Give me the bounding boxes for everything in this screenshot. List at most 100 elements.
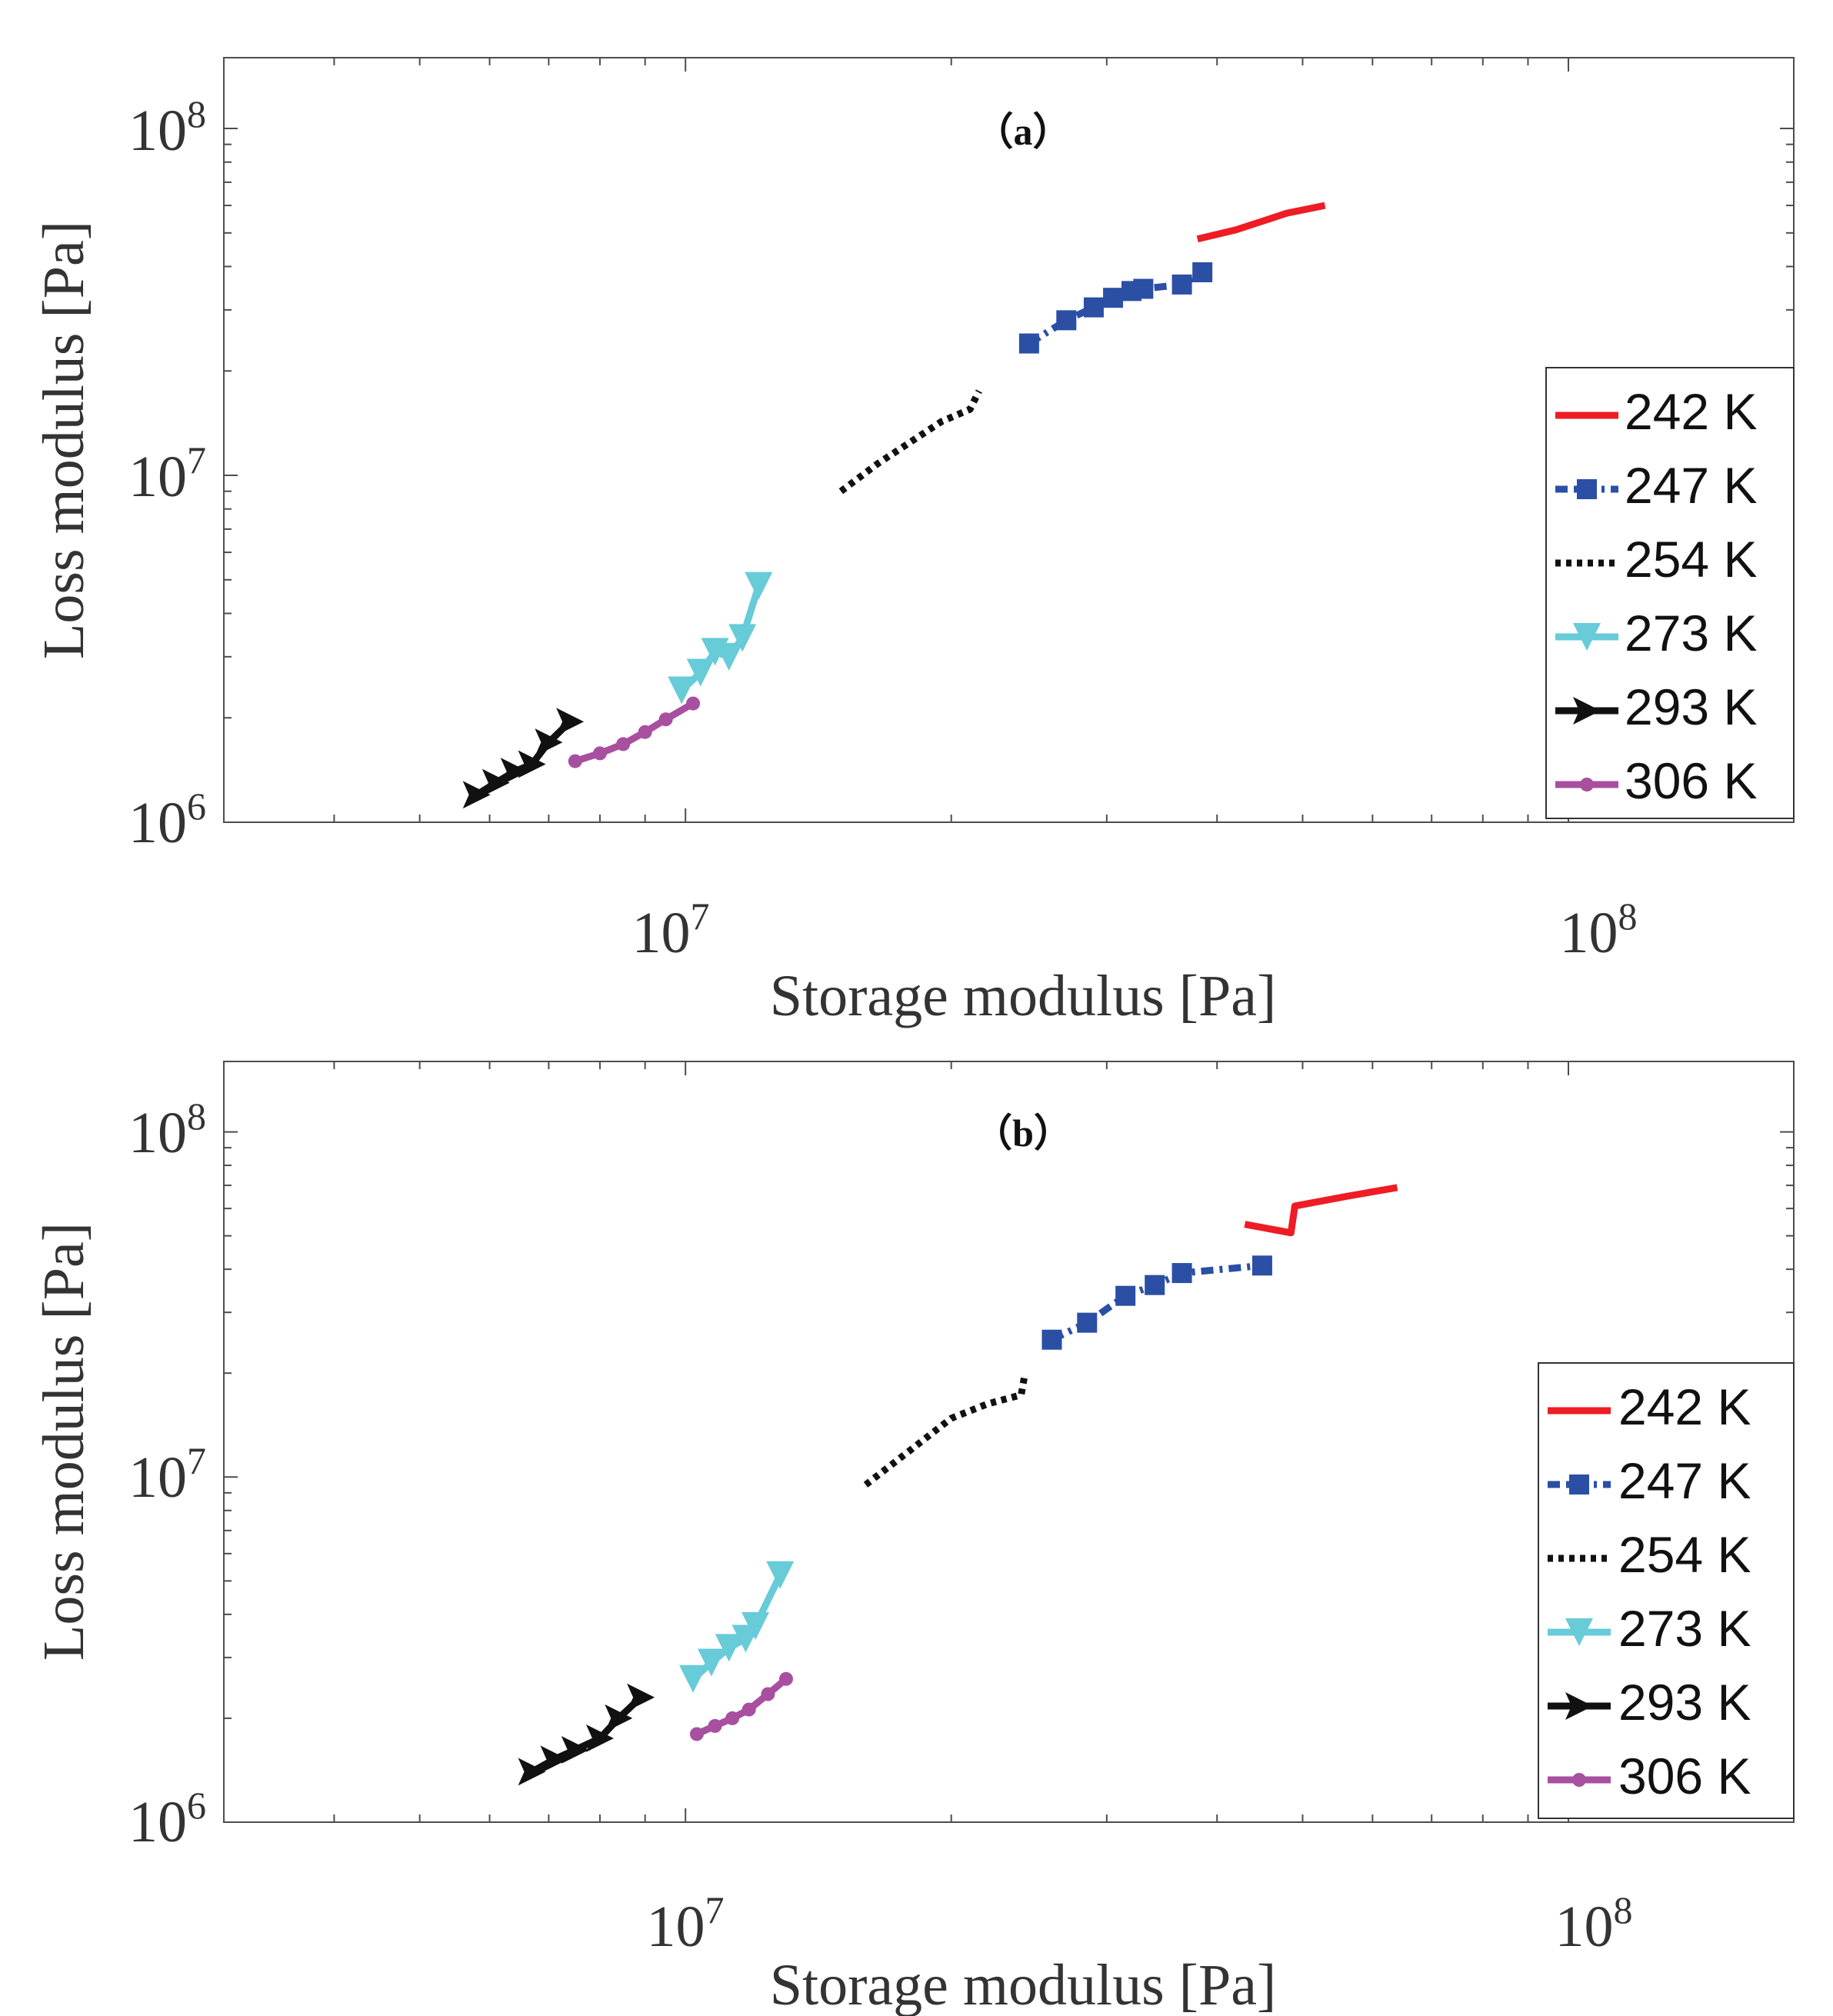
point-273k	[742, 1612, 770, 1641]
legend-marker-306k	[1580, 778, 1594, 791]
point-306k	[658, 712, 673, 727]
x-tick-label-1e8: 108	[1560, 895, 1638, 965]
series-line-254k	[863, 1376, 1028, 1488]
legend-marker-273k	[1565, 1618, 1593, 1646]
legend-keys	[1548, 1407, 1611, 1787]
point-247k	[1056, 310, 1077, 331]
point-293k	[535, 728, 563, 757]
point-293k	[561, 1735, 589, 1764]
x-axis-label: Storage modulus [Pa]	[770, 1953, 1277, 2016]
legend-marker-293k	[1573, 697, 1601, 725]
point-306k	[761, 1687, 775, 1701]
legend-marker-247k	[1569, 1475, 1589, 1495]
point-273k	[715, 642, 743, 671]
minor-ticks	[223, 1061, 1794, 1822]
legend-keys	[1555, 412, 1618, 791]
plot-area	[223, 57, 1795, 823]
legend-marker-247k	[1577, 479, 1597, 499]
legend-box	[1538, 1362, 1795, 1819]
point-247k	[1251, 1255, 1272, 1276]
y-axis-label: Loss modulus [Pa]	[32, 1222, 96, 1661]
point-293k	[518, 750, 546, 778]
y-tick-label-1e6: 106	[128, 785, 206, 855]
point-247k	[1133, 278, 1154, 299]
y-tick-label-1e7: 107	[128, 438, 206, 509]
point-247k	[1115, 1285, 1136, 1306]
series-group	[518, 1184, 1398, 1786]
legend-label-242: 242 K	[1625, 383, 1757, 440]
point-306k	[616, 737, 631, 751]
point-293k	[540, 1745, 568, 1774]
legend: 242 K 247 K 254 K 273 K 293 K 306 K	[1538, 1362, 1795, 1819]
point-247k	[1041, 1329, 1062, 1350]
x-axis-label: Storage modulus [Pa]	[770, 964, 1277, 1028]
point-306k	[708, 1718, 722, 1733]
legend-marker-306k	[1572, 1773, 1586, 1787]
point-273k	[679, 1664, 708, 1693]
legend-label-293: 293 K	[1618, 1674, 1751, 1731]
panel-b: （b） Storage modulus [Pa] Loss modulus [P…	[32, 1061, 1795, 2016]
point-273k	[715, 1634, 743, 1662]
point-293k	[500, 758, 528, 786]
point-273k	[686, 658, 715, 687]
point-293k	[627, 1683, 655, 1711]
point-306k	[592, 746, 607, 761]
point-293k	[585, 1724, 614, 1752]
point-293k	[462, 781, 491, 809]
point-273k	[766, 1561, 795, 1589]
point-247k	[1077, 1312, 1098, 1333]
legend-label-247: 247 K	[1625, 457, 1757, 514]
legend-label-242: 242 K	[1618, 1378, 1751, 1435]
legend-label-254: 254 K	[1618, 1526, 1751, 1583]
series-line-242k	[1196, 202, 1326, 243]
series-group	[462, 202, 1326, 809]
point-247k	[1145, 1275, 1165, 1295]
panel-a: （a） Storage modulus [Pa] Loss modulus [P…	[32, 57, 1795, 1028]
point-306k	[568, 754, 582, 768]
legend-label-306: 306 K	[1625, 752, 1757, 809]
legend-label-273: 273 K	[1618, 1600, 1751, 1657]
y-tick-label-1e8: 108	[128, 92, 206, 163]
legend-label-273: 273 K	[1625, 605, 1757, 661]
legend-label-254: 254 K	[1625, 531, 1757, 588]
panel-title: （a）	[975, 110, 1071, 153]
point-273k	[745, 571, 773, 600]
y-tick-label-1e8: 108	[128, 1095, 206, 1165]
x-tick-label-1e7: 107	[647, 1888, 725, 1959]
point-247k	[1171, 1263, 1192, 1284]
point-293k	[518, 1758, 546, 1786]
point-247k	[1192, 262, 1213, 282]
series-line-242k	[1244, 1184, 1398, 1237]
legend-label-247: 247 K	[1618, 1452, 1751, 1509]
point-306k	[638, 725, 652, 739]
point-247k	[1018, 333, 1039, 354]
legend: 242 K 247 K 254 K 273 K 293 K 306 K	[1545, 367, 1795, 819]
legend-marker-273k	[1573, 623, 1601, 651]
legend-marker-293k	[1565, 1692, 1593, 1720]
x-tick-label-1e8: 108	[1555, 1888, 1633, 1959]
point-293k	[556, 708, 585, 736]
point-306k	[689, 1727, 704, 1741]
panel-title: （b）	[974, 1111, 1072, 1155]
point-247k	[1103, 288, 1124, 308]
legend-box	[1545, 367, 1795, 819]
x-tick-label-1e7: 107	[632, 895, 710, 965]
y-tick-label-1e7: 107	[128, 1439, 206, 1510]
point-306k	[778, 1671, 793, 1686]
point-273k	[697, 1648, 725, 1677]
point-293k	[605, 1704, 633, 1732]
plot-area	[223, 1061, 1795, 1823]
point-273k	[728, 624, 757, 652]
point-306k	[686, 696, 701, 711]
y-axis-label: Loss modulus [Pa]	[32, 221, 96, 659]
y-tick-label-1e6: 106	[128, 1784, 206, 1854]
point-247k	[1083, 297, 1104, 318]
legend-label-293: 293 K	[1625, 678, 1757, 735]
point-273k	[668, 676, 696, 705]
legend-label-306: 306 K	[1618, 1748, 1751, 1804]
point-306k	[725, 1711, 740, 1725]
point-247k	[1171, 274, 1192, 295]
point-306k	[742, 1702, 756, 1717]
point-293k	[482, 768, 510, 797]
